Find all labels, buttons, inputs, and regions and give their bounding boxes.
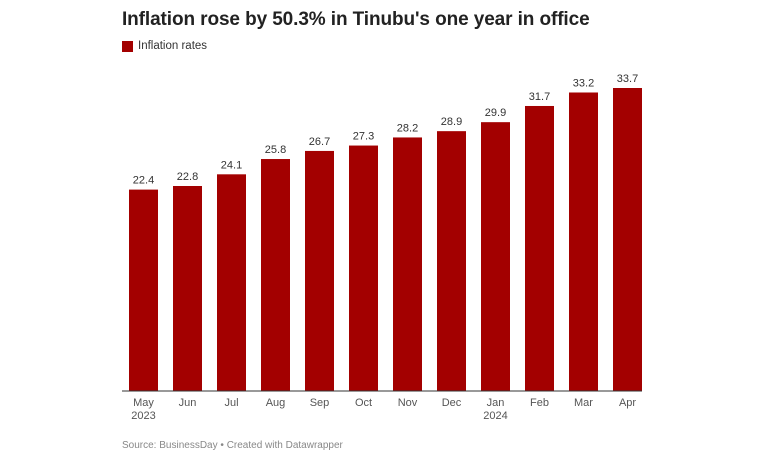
legend-label: Inflation rates [138,40,208,52]
legend-swatch [122,40,133,52]
x-tick-label: Nov [398,397,418,409]
bar-value-label: 33.7 [617,73,638,85]
x-tick-label: Aug [266,397,286,409]
bar-chart: 22.4 22.8 24.1 25.8 26.7 27.3 28.2 28.9 29.9 31.7… [122,73,642,422]
bar-value-label: 24.1 [221,159,242,171]
x-tick-sublabel: 2023 [131,410,155,422]
footer: Source: BusinessDay • Created with Dataw… [122,440,343,451]
value-labels-layer: 22.4 22.8 24.1 25.8 26.7 27.3 28.2 28.9 29.9 31.7… [133,73,638,187]
footer-credit: Created with Datawrapper [226,440,343,451]
bar [129,189,158,391]
bar [437,131,466,391]
bar-value-label: 31.7 [529,91,550,103]
bar-value-label: 28.2 [397,122,418,134]
bar-value-label: 22.8 [177,171,198,183]
x-tick-label: Jul [224,397,238,409]
x-tick-label: Sep [310,397,330,409]
x-tick-label: May [133,397,154,409]
x-tick-label: Oct [355,397,372,409]
bar-value-label: 29.9 [485,107,506,119]
bar [569,92,598,392]
bar [173,186,202,391]
bar-value-label: 28.9 [441,116,462,128]
bar-value-label: 25.8 [265,144,286,156]
bar-value-label: 26.7 [309,136,330,148]
x-tick-sublabel: 2024 [483,410,507,422]
x-tick-label: Jun [179,397,197,409]
x-tick-label: Mar [574,397,593,409]
bar [217,174,246,391]
footer-source: Source: BusinessDay [122,440,218,451]
bar [613,88,642,391]
x-tick-label: Jan [487,397,505,409]
chart-title: Inflation rose by 50.3% in Tinubu's one … [122,9,590,30]
bar [261,159,290,391]
legend: Inflation rates [122,40,207,52]
bar [393,137,422,391]
bar-value-label: 27.3 [353,131,374,143]
bar [349,145,378,391]
x-tick-label: Feb [530,397,549,409]
footer-separator: • [220,440,224,451]
bar [525,105,554,392]
x-tick-label: Dec [442,397,462,409]
x-tick-label: Apr [619,397,636,409]
bar [481,122,510,392]
bars-layer [129,88,642,392]
bar [305,150,334,391]
bar-value-label: 22.4 [133,175,154,187]
bar-value-label: 33.2 [573,77,594,89]
